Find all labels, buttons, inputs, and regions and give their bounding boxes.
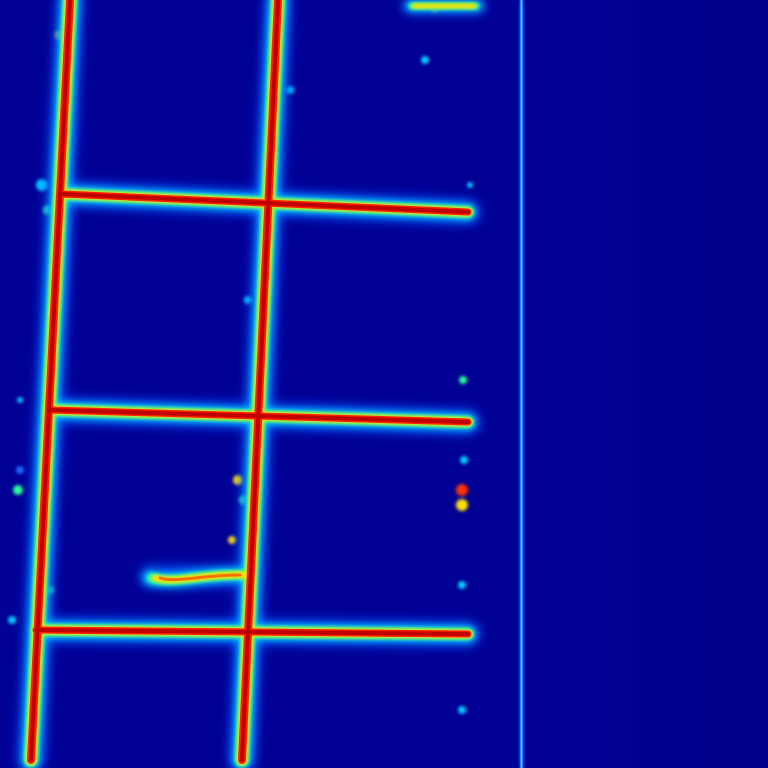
peak-layer [29, 0, 470, 762]
background-right [524, 0, 768, 768]
stripe-fragment [158, 573, 242, 582]
boundary-line [519, 0, 524, 768]
